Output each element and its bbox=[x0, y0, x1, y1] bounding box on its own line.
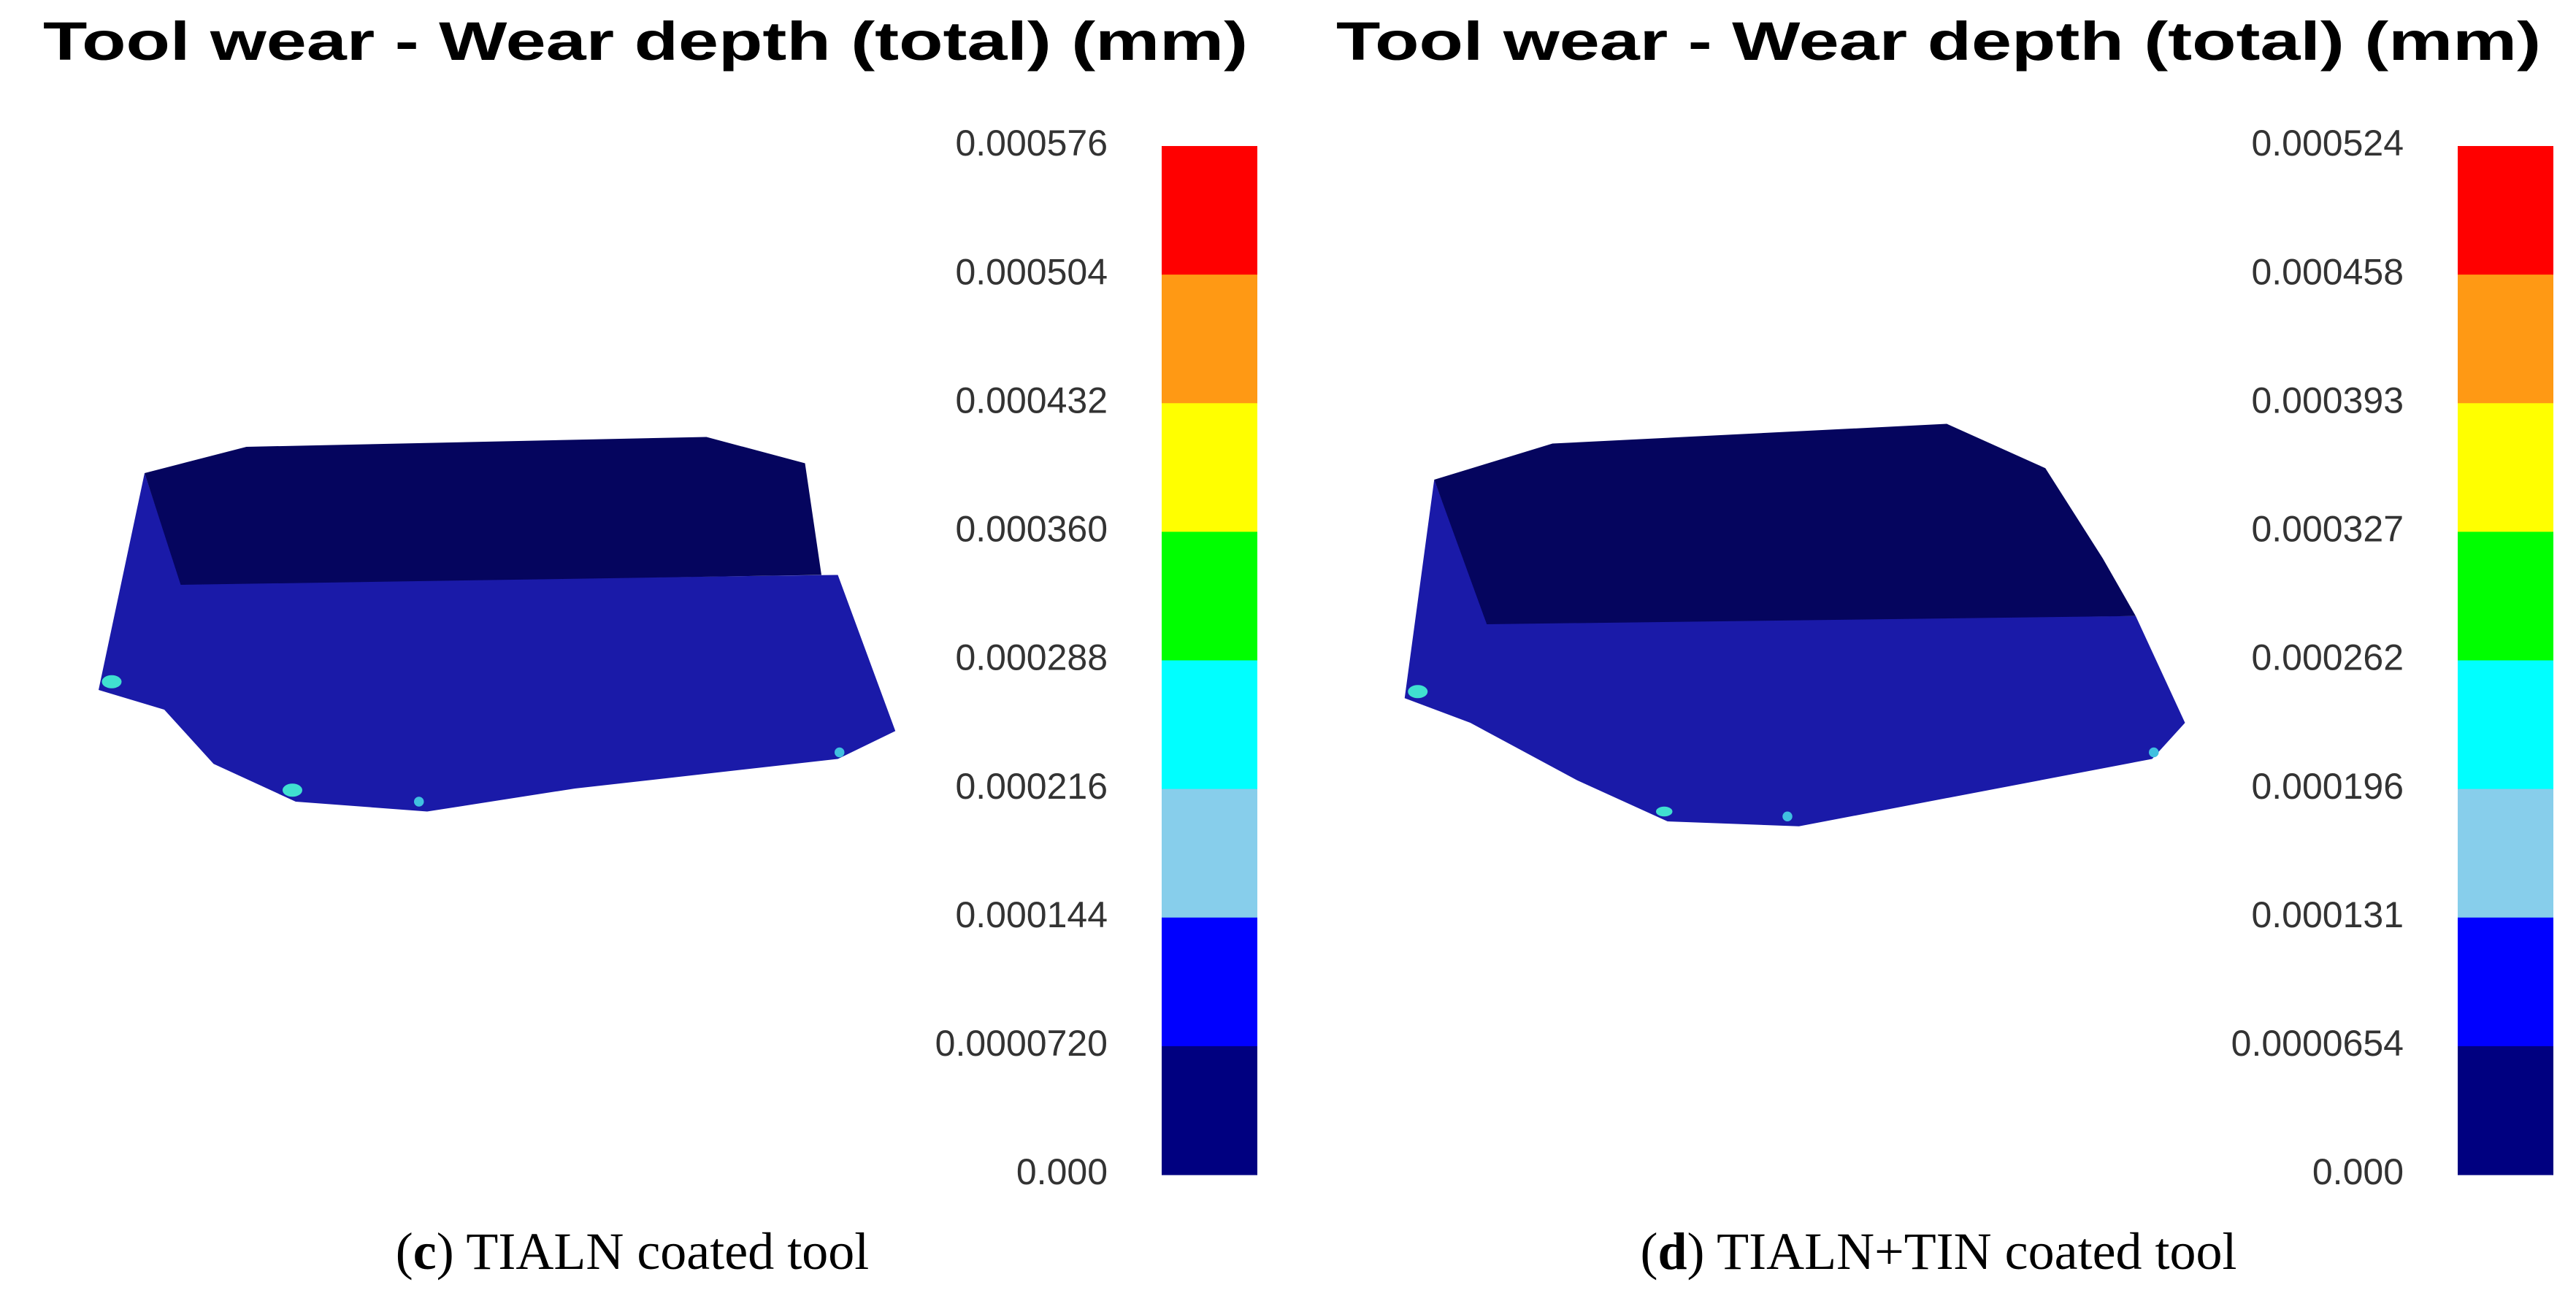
legend-label: 0.000327 bbox=[2251, 509, 2404, 550]
legend-swatch bbox=[1162, 146, 1257, 275]
legend-label: 0.000504 bbox=[955, 251, 1108, 292]
caption-part: ) TIALN coated tool bbox=[437, 1222, 870, 1281]
panel-title: Tool wear - Wear depth (total) (mm) bbox=[43, 11, 1248, 72]
wear-spot bbox=[2149, 747, 2159, 758]
caption-part: c bbox=[413, 1222, 437, 1281]
tool-side bbox=[1404, 480, 2185, 826]
legend-label: 0.000262 bbox=[2251, 637, 2404, 678]
legend-label: 0.000 bbox=[2312, 1151, 2404, 1192]
legend-label: 0.000131 bbox=[2251, 894, 2404, 935]
tool-side bbox=[99, 473, 896, 812]
wear-spot bbox=[1782, 811, 1793, 821]
legend-swatch bbox=[1162, 532, 1257, 661]
caption-part: ( bbox=[1640, 1222, 1657, 1281]
legend-label: 0.000196 bbox=[2251, 766, 2404, 807]
legend-label: 0.000393 bbox=[2251, 380, 2404, 421]
wear-spot bbox=[1656, 806, 1673, 817]
legend-label: 0.000216 bbox=[955, 766, 1108, 807]
legend-label: 0.000458 bbox=[2251, 251, 2404, 292]
caption-part: ) TIALN+TIN coated tool bbox=[1687, 1222, 2236, 1281]
legend-swatch bbox=[1162, 660, 1257, 790]
legend-swatch bbox=[2458, 660, 2553, 790]
tool-model bbox=[1404, 423, 2185, 826]
panel: Tool wear - Wear depth (total) (mm) 0.000… bbox=[43, 11, 1257, 1281]
legend-swatch bbox=[2458, 275, 2553, 404]
wear-spot bbox=[101, 675, 122, 688]
legend-label: 0.000 bbox=[1016, 1151, 1108, 1192]
legend-label: 0.000360 bbox=[955, 509, 1108, 550]
tool-top bbox=[1434, 423, 2136, 624]
legend-swatch bbox=[1162, 275, 1257, 404]
legend-swatch bbox=[2458, 1046, 2553, 1175]
legend-label: 0.000524 bbox=[2251, 123, 2404, 164]
legend-label: 0.000576 bbox=[955, 123, 1108, 164]
legend-label: 0.0000654 bbox=[2231, 1023, 2404, 1064]
legend-swatch bbox=[1162, 1046, 1257, 1175]
legend-swatch bbox=[2458, 146, 2553, 275]
caption: (c) TIALN coated tool bbox=[396, 1222, 869, 1281]
caption-part: d bbox=[1657, 1222, 1687, 1281]
caption: (d) TIALN+TIN coated tool bbox=[1640, 1222, 2236, 1281]
legend-label: 0.000288 bbox=[955, 637, 1108, 678]
legend-swatch bbox=[2458, 403, 2553, 532]
tool-model bbox=[99, 437, 896, 812]
legend-label: 0.000144 bbox=[955, 894, 1108, 935]
legend-label: 0.0000720 bbox=[935, 1023, 1108, 1064]
panel-title: Tool wear - Wear depth (total) (mm) bbox=[1336, 11, 2541, 72]
legend-swatch bbox=[1162, 403, 1257, 532]
wear-spot bbox=[414, 797, 424, 807]
legend-swatch bbox=[1162, 789, 1257, 918]
caption-part: ( bbox=[396, 1222, 413, 1281]
panel: Tool wear - Wear depth (total) (mm) 0.000… bbox=[1336, 11, 2553, 1281]
tool-models bbox=[99, 423, 2185, 826]
legend-swatch bbox=[2458, 532, 2553, 661]
legend-swatch bbox=[2458, 917, 2553, 1047]
wear-spot bbox=[835, 747, 845, 758]
tool-top bbox=[145, 437, 821, 585]
legend-swatch bbox=[1162, 917, 1257, 1047]
legend-swatch bbox=[2458, 789, 2553, 918]
wear-spot bbox=[1408, 685, 1428, 699]
wear-spot bbox=[283, 783, 302, 797]
legend-label: 0.000432 bbox=[955, 380, 1108, 421]
